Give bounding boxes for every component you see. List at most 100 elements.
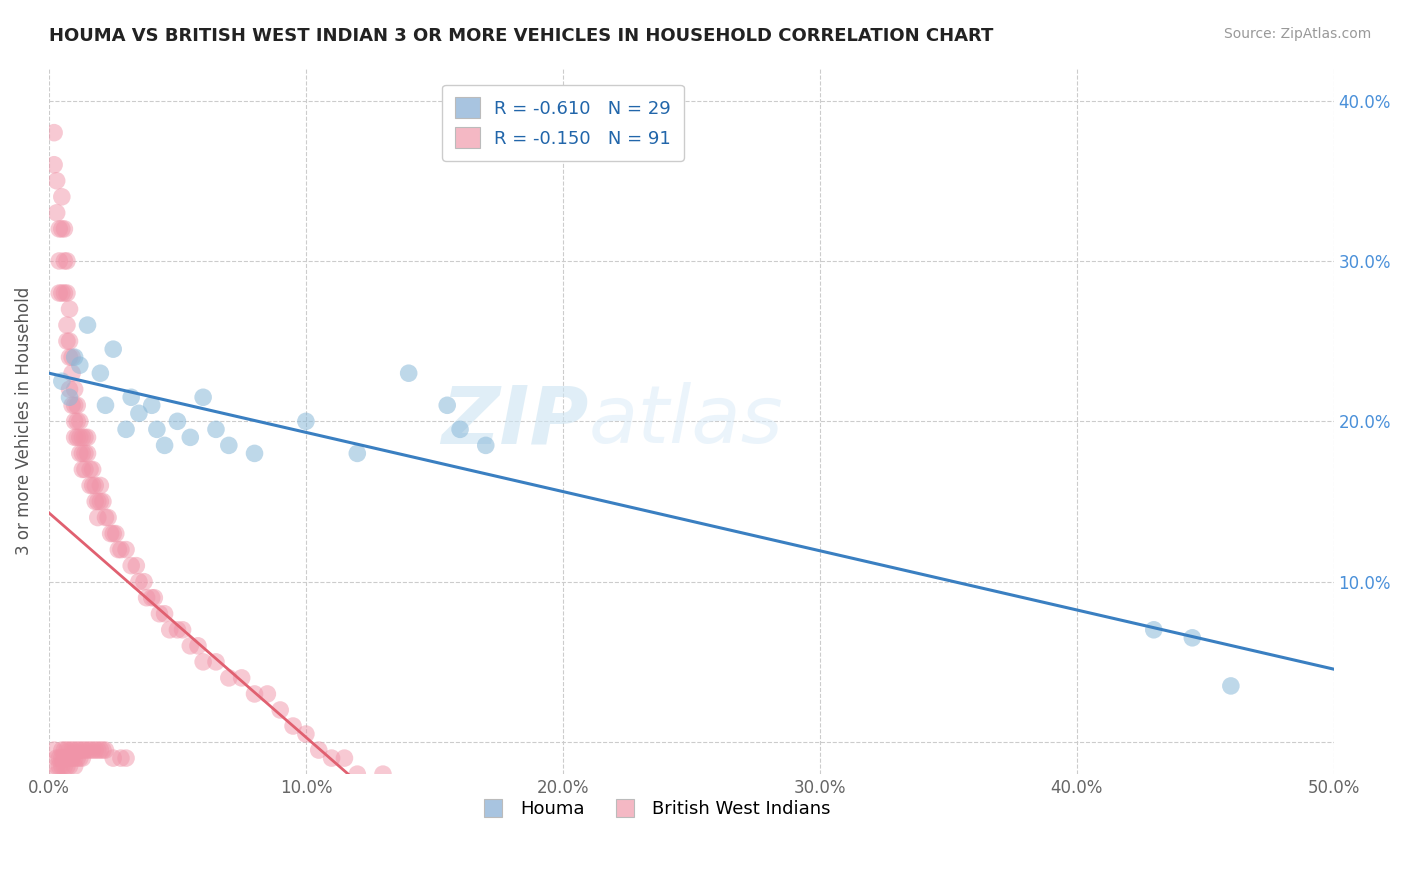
Point: [45, 759, 67, 773]
Point: [346, 767, 368, 781]
Point: [107, 542, 129, 557]
Point: [53, 751, 76, 765]
Point: [295, 727, 318, 741]
Point: [269, 703, 291, 717]
Point: [72, 430, 94, 444]
Point: [45, 767, 67, 781]
Point: [51, 222, 73, 236]
Point: [56, 751, 79, 765]
Point: [89, 366, 111, 380]
Point: [1181, 631, 1204, 645]
Point: [84, 743, 107, 757]
Point: [69, 430, 91, 444]
Point: [53, 254, 76, 268]
Point: [58, 759, 80, 773]
Point: [146, 422, 169, 436]
Point: [243, 446, 266, 460]
Point: [423, 783, 446, 797]
Point: [56, 759, 79, 773]
Point: [82, 743, 104, 757]
Point: [79, 743, 101, 757]
Point: [94, 398, 117, 412]
Text: ZIP: ZIP: [441, 383, 589, 460]
Point: [66, 414, 89, 428]
Point: [91, 743, 114, 757]
Point: [398, 366, 420, 380]
Point: [76, 446, 98, 460]
Point: [256, 687, 278, 701]
Point: [63, 398, 86, 412]
Point: [63, 430, 86, 444]
Point: [115, 542, 138, 557]
Point: [128, 574, 150, 589]
Point: [51, 759, 73, 773]
Point: [449, 422, 471, 436]
Point: [205, 422, 228, 436]
Point: [69, 751, 91, 765]
Point: [73, 430, 96, 444]
Point: [103, 342, 125, 356]
Point: [72, 743, 94, 757]
Point: [76, 430, 98, 444]
Point: [60, 751, 83, 765]
Point: [60, 398, 83, 412]
Point: [63, 414, 86, 428]
Point: [110, 542, 132, 557]
Point: [89, 478, 111, 492]
Point: [66, 743, 89, 757]
Point: [45, 174, 67, 188]
Point: [56, 254, 79, 268]
Point: [45, 206, 67, 220]
Point: [48, 759, 70, 773]
Point: [51, 751, 73, 765]
Point: [42, 743, 65, 757]
Point: [474, 438, 496, 452]
Point: [103, 751, 125, 765]
Point: [42, 158, 65, 172]
Point: [125, 558, 148, 573]
Point: [56, 286, 79, 301]
Text: Source: ZipAtlas.com: Source: ZipAtlas.com: [1223, 27, 1371, 41]
Point: [333, 751, 356, 765]
Point: [48, 751, 70, 765]
Point: [72, 446, 94, 460]
Legend: Houma, British West Indians: Houma, British West Indians: [468, 793, 838, 825]
Point: [231, 671, 253, 685]
Point: [346, 446, 368, 460]
Point: [153, 607, 176, 621]
Point: [76, 743, 98, 757]
Point: [48, 222, 70, 236]
Point: [73, 743, 96, 757]
Point: [72, 751, 94, 765]
Point: [60, 366, 83, 380]
Point: [141, 398, 163, 412]
Point: [104, 526, 127, 541]
Point: [205, 655, 228, 669]
Point: [48, 286, 70, 301]
Point: [58, 382, 80, 396]
Point: [308, 743, 330, 757]
Point: [243, 687, 266, 701]
Point: [187, 639, 209, 653]
Point: [143, 591, 166, 605]
Point: [66, 751, 89, 765]
Point: [94, 743, 117, 757]
Point: [58, 301, 80, 316]
Point: [82, 462, 104, 476]
Point: [191, 390, 214, 404]
Point: [87, 494, 110, 508]
Point: [103, 526, 125, 541]
Point: [218, 671, 240, 685]
Point: [72, 462, 94, 476]
Point: [1219, 679, 1241, 693]
Point: [94, 510, 117, 524]
Point: [56, 743, 79, 757]
Point: [87, 743, 110, 757]
Point: [87, 510, 110, 524]
Point: [153, 438, 176, 452]
Point: [218, 438, 240, 452]
Point: [56, 334, 79, 348]
Point: [45, 751, 67, 765]
Point: [51, 190, 73, 204]
Point: [89, 494, 111, 508]
